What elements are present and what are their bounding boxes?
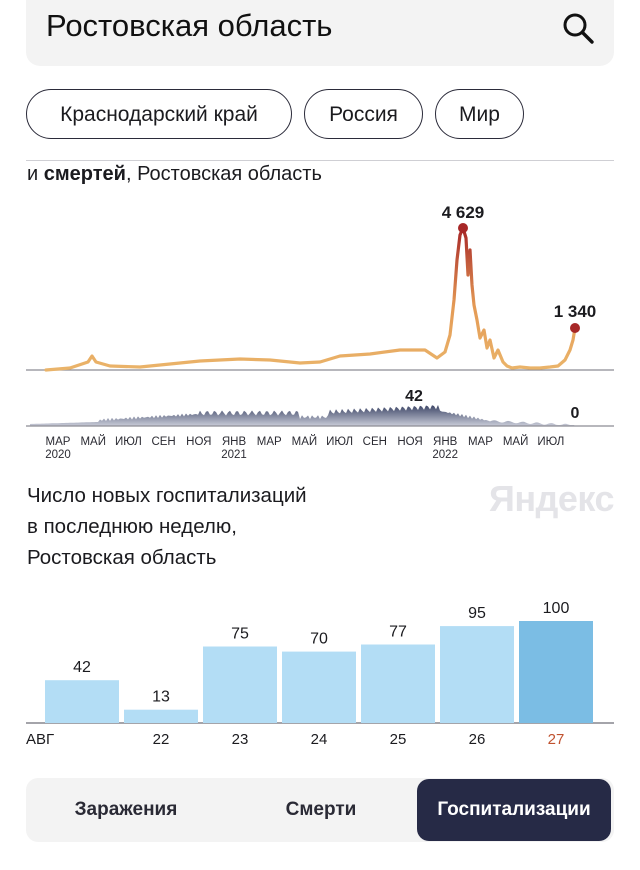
yandex-watermark: Яндекс [488, 478, 615, 519]
axis-month-label: МАЙ [292, 435, 318, 448]
bar-value-label: 100 [543, 600, 570, 617]
axis-year-label: 2021 [221, 449, 247, 461]
bar[interactable] [361, 644, 435, 724]
bar[interactable] [440, 626, 514, 723]
bar-value-label: 13 [152, 689, 170, 706]
chip-russia[interactable]: Россия [304, 89, 423, 139]
time-axis: МАР МАЙ ИЮЛ СЕН НОЯ ЯНВ МАР МАЙ ИЮЛ СЕН НОЯ ЯНВ МАР М… [45, 435, 564, 461]
bar-category-label: 26 [469, 731, 486, 748]
cases-deaths-chart[interactable]: 4 629 1 340 42 0 МАР МАЙ ИЮЛ СЕН НОЯ ЯНВ МАР МА… [0, 190, 640, 470]
axis-month-label: НОЯ [397, 436, 422, 448]
last-value-label: 1 340 [554, 302, 597, 321]
chip-world[interactable]: Мир [435, 89, 524, 139]
search-icon[interactable] [560, 10, 596, 46]
tab-deaths[interactable]: Смерти [285, 799, 357, 820]
cases-series-line [44, 226, 577, 372]
region-title: Ростовская область [46, 8, 333, 43]
bar-value-label: 75 [231, 626, 249, 643]
axis-month-label: ИЮЛ [115, 436, 142, 448]
bar[interactable] [124, 709, 198, 723]
deaths-last-label: 0 [571, 405, 580, 422]
subtitle-bold: смертей [43, 163, 126, 185]
axis-year-label: 2022 [432, 449, 458, 461]
deaths-series-area [30, 405, 575, 426]
hospitalization-bar-chart[interactable]: 42 АВГ 13 22 75 23 70 24 77 25 95 26 100 27 [0, 585, 640, 755]
axis-year-label: 2020 [45, 449, 71, 461]
deaths-peak-label: 42 [405, 388, 423, 405]
search-bar[interactable]: Ростовская область [26, 0, 614, 66]
peak-value-label: 4 629 [442, 203, 485, 222]
bar-category-label: 23 [232, 731, 249, 748]
bar[interactable] [45, 680, 119, 723]
axis-month-label: ЯНВ [222, 436, 247, 448]
hospital-title-line-1: Число новых госпитализаций [27, 484, 307, 507]
axis-month-label: ИЮЛ [326, 436, 353, 448]
chip-krasnodar[interactable]: Краснодарский край [26, 89, 292, 139]
bar-value-label: 70 [310, 631, 328, 648]
tab-hospitalizations[interactable]: Госпитализации [417, 779, 611, 841]
tab-infections[interactable]: Заражения [74, 799, 178, 820]
bar-category-label: 22 [153, 731, 170, 748]
axis-month-label: МАР [46, 436, 71, 448]
hospital-title-line-3: Ростовская область [27, 546, 217, 569]
hospital-title-line-2: в последнюю неделю, [27, 515, 237, 538]
bar-value-label: 77 [389, 624, 407, 641]
bar-value-label: 95 [468, 605, 486, 622]
section-divider [26, 160, 614, 161]
axis-month-label: ЯНВ [433, 436, 458, 448]
bar[interactable] [282, 651, 356, 723]
peak-marker [458, 223, 468, 233]
axis-month-label: СЕН [151, 436, 175, 448]
bar-value-label: 42 [73, 659, 91, 676]
bar-category-label: 27 [548, 731, 565, 748]
hospital-chart-title: Число новых госпитализаций в последнюю н… [27, 480, 307, 573]
metric-tabs: Заражения Смерти Госпитализации [26, 778, 614, 842]
subtitle-suffix: , Ростовская область [125, 163, 322, 185]
axis-month-label: МАР [257, 436, 282, 448]
bar-category-label: 24 [311, 731, 328, 748]
bar-category-label: 25 [390, 731, 407, 748]
bar-category-label: АВГ [26, 731, 54, 748]
axis-month-label: ИЮЛ [537, 436, 564, 448]
axis-month-label: МАЙ [503, 435, 529, 448]
axis-month-label: СЕН [363, 436, 387, 448]
axis-month-label: НОЯ [186, 436, 211, 448]
subtitle-prefix: и [27, 163, 44, 185]
cases-chart-subtitle: и смертей, Ростовская область [27, 163, 322, 186]
last-value-marker [570, 323, 580, 333]
bar[interactable] [519, 621, 593, 723]
axis-month-label: МАР [468, 436, 493, 448]
axis-month-label: МАЙ [80, 435, 106, 448]
bar[interactable] [203, 646, 277, 724]
